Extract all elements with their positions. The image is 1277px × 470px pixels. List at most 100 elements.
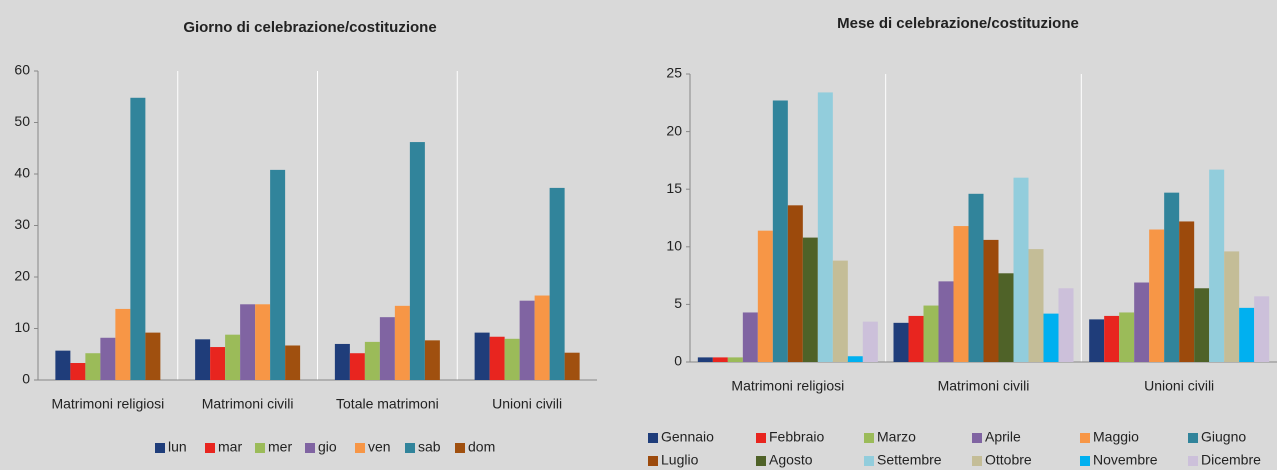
legend-swatch [455,443,465,453]
legend-swatch [305,443,315,453]
y-tick-label: 10 [666,238,682,254]
bar [70,363,86,380]
legend-label: Dicembre [1201,452,1261,468]
legend-label: lun [168,439,187,455]
bar [802,237,818,362]
bar [1179,221,1195,362]
bar [1119,312,1135,362]
bar [225,334,241,380]
bar [100,337,116,380]
bar [787,205,803,362]
legend-swatch [864,456,874,466]
y-tick-label: 5 [674,295,682,311]
x-tick-label: Matrimoni civili [202,396,294,412]
bar [893,322,909,362]
bar [727,357,743,362]
x-tick-label: Matrimoni civili [938,378,1030,394]
bar [130,97,146,380]
legend-label: Agosto [769,452,813,468]
y-tick-label: 10 [14,319,30,335]
bar [1134,282,1150,362]
bar [772,100,788,362]
legend-label: Settembre [877,452,942,468]
bar [953,226,969,362]
legend-label: sab [418,439,441,455]
legend-label: mer [268,439,292,455]
legend-label: ven [368,439,391,455]
bar [817,92,833,362]
bar [564,352,580,380]
bar [712,357,728,362]
y-tick-label: 20 [666,122,682,138]
bar [334,343,350,380]
legend-label: Febbraio [769,429,824,445]
y-tick-label: 50 [14,113,30,129]
bar [504,338,520,380]
bar [489,336,505,380]
legend-label: dom [468,439,495,455]
bar [1104,315,1120,362]
bar [364,341,380,380]
bar [968,193,984,362]
y-tick-label: 20 [14,268,30,284]
y-tick-label: 0 [22,371,30,387]
legend-label: mar [218,439,242,455]
bar [1254,296,1270,362]
x-tick-label: Unioni civili [492,396,562,412]
bar [1209,169,1225,362]
legend-label: Giugno [1201,429,1246,445]
x-tick-label: Unioni civili [1144,378,1214,394]
legend-swatch [1188,456,1198,466]
legend-swatch [1080,456,1090,466]
bar [862,321,878,362]
bar [1013,177,1029,362]
bar [424,340,440,380]
legend-label: Maggio [1093,429,1139,445]
bar [1028,249,1044,362]
bar [534,295,550,380]
legend-swatch [756,433,766,443]
bar [115,308,131,380]
y-tick-label: 15 [666,180,682,196]
x-tick-label: Matrimoni religiosi [731,378,844,394]
legend-swatch [155,443,165,453]
legend-swatch [355,443,365,453]
bar [757,230,773,362]
bar [519,300,535,380]
y-tick-label: 30 [14,216,30,232]
bar [394,305,410,380]
legend-label: Luglio [661,452,699,468]
bar [1224,251,1240,362]
legend-swatch [972,456,982,466]
bar [938,281,954,362]
bar [697,357,713,362]
legend-swatch [648,433,658,443]
bar [1194,288,1210,362]
bar [85,353,101,380]
legend-swatch [255,443,265,453]
bar [742,312,758,362]
legend-label: Ottobre [985,452,1032,468]
bar [908,315,924,362]
bar [1043,313,1059,362]
bar [270,169,286,380]
bar [349,353,365,380]
bar [1239,307,1255,362]
x-tick-label: Matrimoni religiosi [51,396,164,412]
bar [983,239,999,362]
chart-title: Giorno di celebrazione/costituzione [183,19,436,36]
bar [832,260,848,362]
chart-title: Mese di celebrazione/costituzione [837,15,1079,32]
bar [240,304,256,380]
y-tick-label: 60 [14,62,30,78]
legend-swatch [864,433,874,443]
y-tick-label: 25 [666,65,682,81]
bar [474,332,490,380]
legend-label: Aprile [985,429,1021,445]
bar [409,142,425,380]
bar [1089,319,1105,362]
bar [998,273,1014,362]
legend-swatch [1188,433,1198,443]
legend-label: Novembre [1093,452,1158,468]
